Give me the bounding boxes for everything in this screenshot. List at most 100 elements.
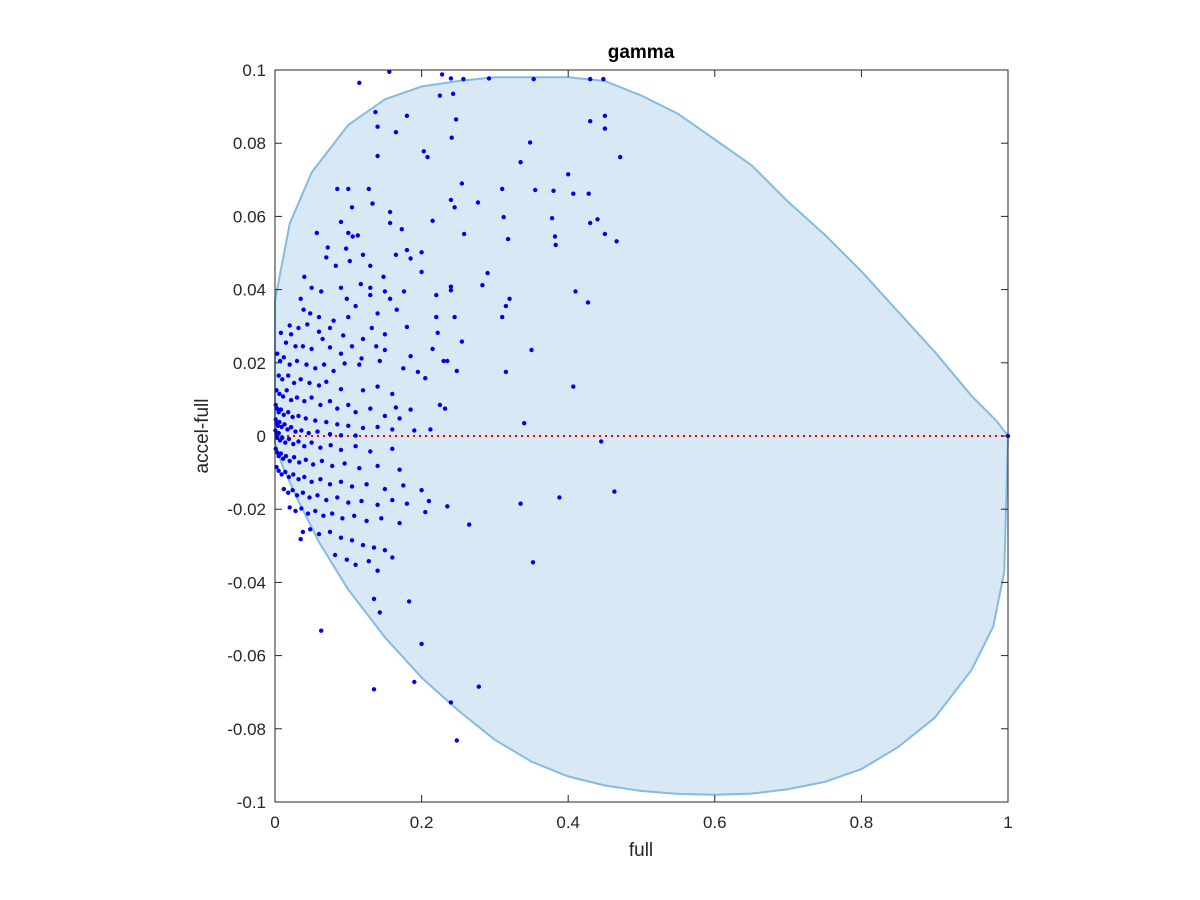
- scatter-point: [401, 289, 407, 294]
- scatter-point: [527, 140, 533, 145]
- scatter-point: [288, 425, 294, 430]
- scatter-points: [273, 69, 1011, 743]
- scatter-point: [335, 406, 340, 411]
- scatter-point: [404, 324, 410, 330]
- scatter-point: [375, 124, 380, 129]
- x-tick-label: 0.4: [556, 813, 580, 832]
- scatter-point: [331, 368, 336, 374]
- scatter-point: [439, 72, 445, 77]
- scatter-point: [500, 186, 505, 192]
- x-tick-label: 0.8: [850, 813, 874, 832]
- scatter-point: [364, 482, 369, 487]
- scatter-point: [595, 217, 600, 222]
- scatter-point: [297, 460, 302, 465]
- scatter-point: [393, 130, 399, 135]
- scatter-point: [530, 560, 536, 565]
- scatter-point: [503, 369, 509, 375]
- scatter-point: [507, 296, 512, 301]
- scatter-point: [374, 344, 379, 349]
- scatter-point: [357, 362, 362, 367]
- y-tick-label: -0.04: [227, 573, 266, 592]
- scatter-point: [485, 270, 490, 276]
- scatter-point: [448, 288, 454, 293]
- scatter-point: [308, 311, 313, 316]
- scatter-point: [401, 366, 406, 371]
- scatter-point: [287, 323, 292, 328]
- scatter-point: [454, 368, 459, 374]
- scatter-point: [280, 456, 286, 461]
- scatter-point: [320, 336, 325, 342]
- scatter-point: [531, 76, 536, 82]
- scatter-point: [281, 412, 286, 417]
- scatter-point: [321, 513, 326, 518]
- scatter-point: [353, 562, 358, 567]
- scatter-point: [327, 529, 333, 535]
- scatter-point: [314, 230, 319, 236]
- scatter-point: [327, 482, 333, 487]
- scatter-point: [390, 391, 395, 397]
- scatter-point: [382, 289, 388, 294]
- scatter-point: [298, 377, 303, 382]
- scatter-point: [368, 406, 373, 411]
- scatter-point: [324, 379, 329, 384]
- scatter-point: [355, 233, 360, 238]
- scatter-point: [404, 113, 410, 119]
- scatter-point: [503, 303, 509, 309]
- scatter-point: [318, 445, 323, 450]
- scatter-point: [353, 303, 358, 309]
- scatter-point: [287, 362, 292, 367]
- scatter-point: [588, 119, 593, 124]
- scatter-point: [357, 466, 362, 471]
- scatter-point: [315, 429, 320, 434]
- scatter-point: [450, 91, 456, 97]
- scatter-point: [375, 153, 380, 159]
- scatter-point: [291, 472, 296, 477]
- scatter-point: [381, 274, 386, 279]
- scatter-point: [350, 234, 355, 239]
- scatter-point: [330, 511, 335, 516]
- scatter-point: [331, 318, 336, 323]
- scatter-point: [387, 296, 393, 301]
- scatter-point: [368, 292, 373, 298]
- scatter-point: [423, 509, 428, 515]
- scatter-point: [324, 419, 329, 425]
- scatter-point: [304, 362, 309, 367]
- y-tick-label: 0.04: [233, 281, 266, 300]
- scatter-point: [518, 160, 523, 165]
- scatter-point: [276, 468, 281, 473]
- scatter-point: [309, 479, 314, 484]
- scatter-point: [449, 135, 454, 140]
- scatter-point: [360, 336, 366, 342]
- scatter-point: [290, 488, 295, 493]
- scatter-point: [343, 246, 349, 251]
- scatter-point: [358, 281, 363, 287]
- scatter-point: [302, 444, 307, 449]
- scatter-point: [298, 537, 303, 542]
- scatter-point: [501, 214, 506, 220]
- scatter-point: [390, 427, 395, 432]
- scatter-point: [349, 538, 355, 543]
- scatter-point: [349, 344, 355, 349]
- scatter-point: [299, 428, 304, 433]
- scatter-point: [284, 388, 289, 393]
- scatter-point: [425, 154, 430, 160]
- scatter-point: [522, 421, 527, 426]
- scatter-point: [318, 402, 323, 408]
- scatter-point: [318, 477, 323, 482]
- scatter-point: [327, 345, 333, 350]
- scatter-point: [387, 220, 393, 226]
- scatter-point: [305, 511, 311, 516]
- scatter-point: [390, 446, 395, 451]
- scatter-point: [309, 346, 314, 352]
- scatter-point: [283, 440, 288, 445]
- scatter-point: [360, 252, 366, 257]
- scatter-point: [324, 497, 329, 503]
- scatter-point: [286, 474, 292, 480]
- scatter-point: [338, 351, 344, 356]
- scatter-point: [280, 435, 285, 440]
- scatter-point: [435, 330, 440, 335]
- scatter-point: [328, 443, 333, 448]
- scatter-point: [319, 289, 324, 294]
- scatter-point: [357, 80, 362, 86]
